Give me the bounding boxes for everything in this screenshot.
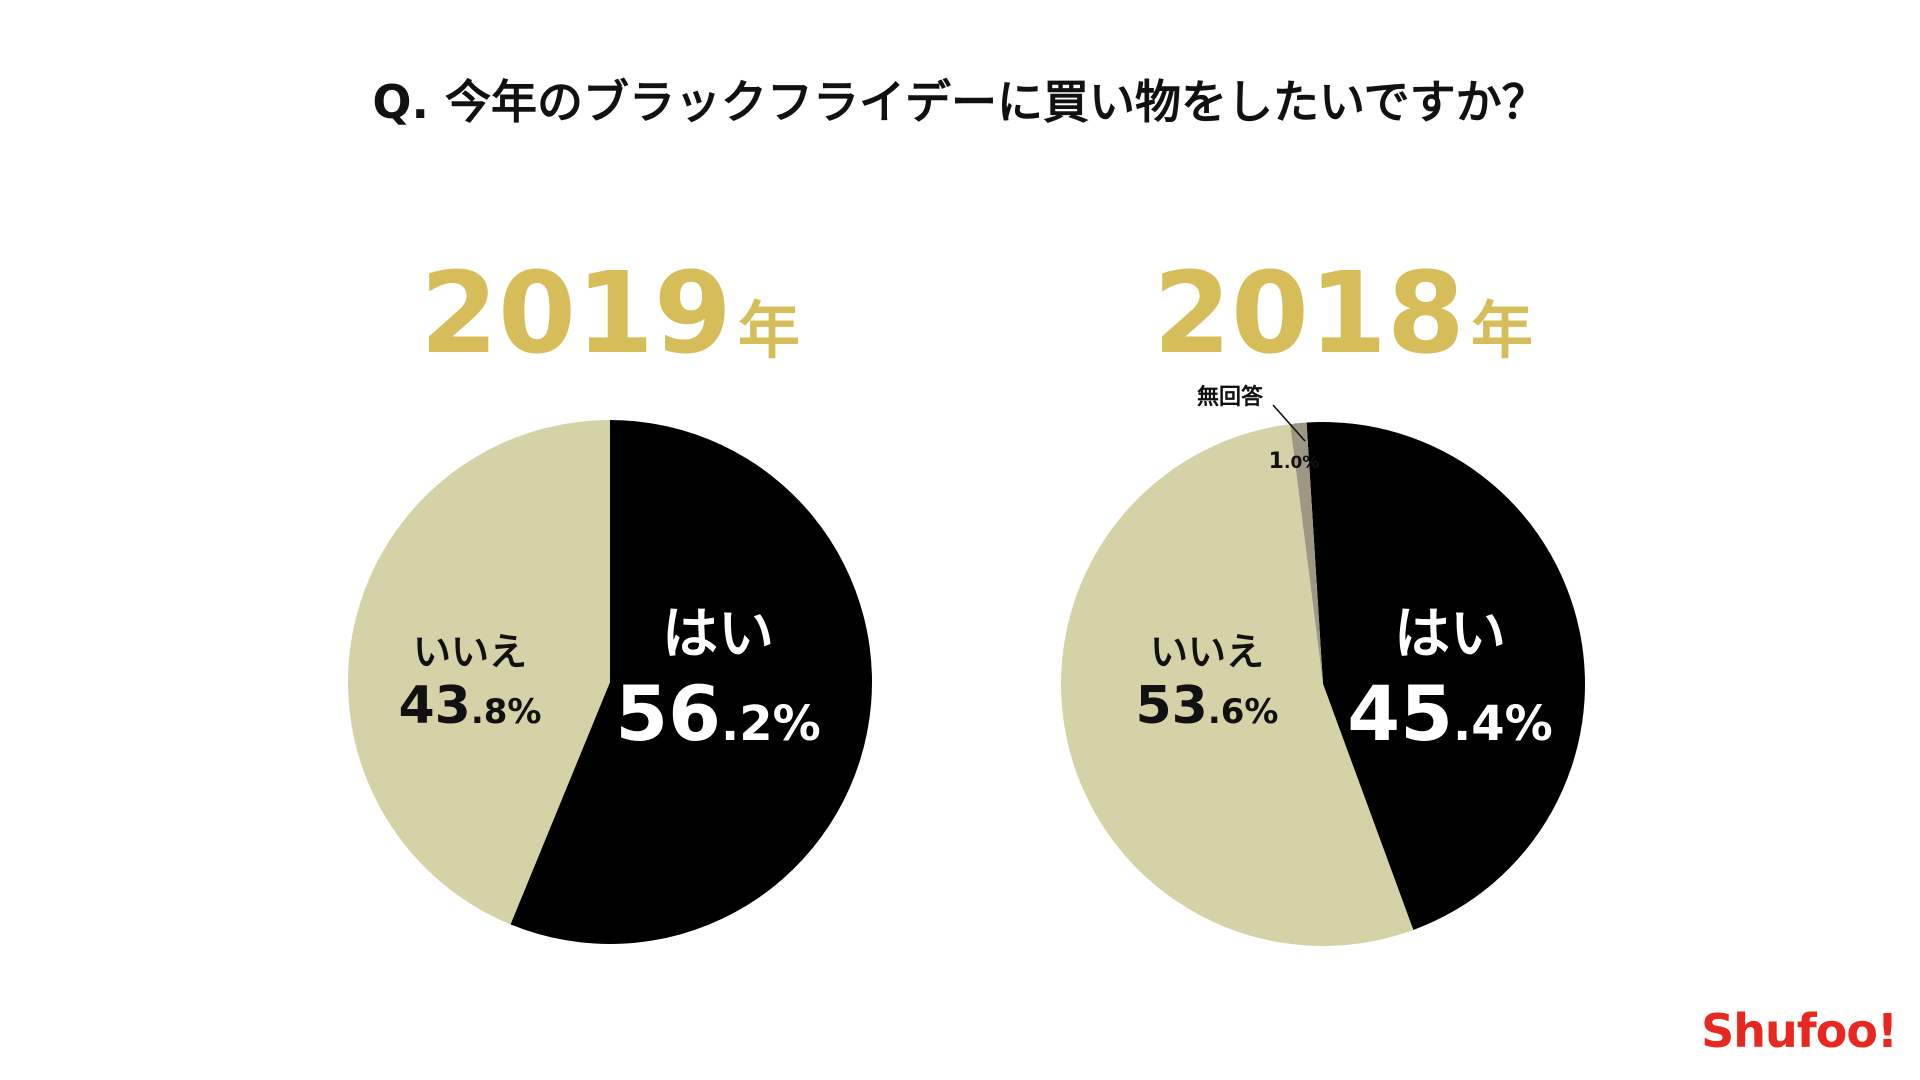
pie-2019-yes-label: はい [662,602,774,667]
pie-2018-no-value-int: 53 [1135,676,1207,736]
pie-2018-slice-2 [1290,422,1323,684]
pie-2019-slice-1 [348,420,610,925]
pie-2019-yes-value-int: 56 [615,669,721,758]
pie-2018 [1060,422,1586,947]
pie-2019-no-value: 43.8% [398,676,541,736]
pie-2018-slice-1 [1060,424,1414,947]
chart-2019-year-unit: 年 [738,294,800,367]
pie-2018-yes-label: はい [1394,602,1506,667]
pie-2018-noanswer-value-dec: .0% [1284,453,1319,473]
pie-2018-slice-0 [1306,422,1586,930]
pie-2018-yes-value-int: 45 [1347,669,1453,758]
chart-2018-year: 2018 [1153,249,1465,379]
pie-2018-no-value-dec: .6% [1208,692,1279,732]
shufoo-logo: Shufoo! [1701,1004,1897,1058]
pie-2018-no-value: 53.6% [1135,676,1278,736]
pie-2019-slice-0 [510,420,873,944]
chart-2018-year-unit: 年 [1471,294,1533,367]
pie-2019 [348,420,873,944]
pie-2018-noanswer-label: 無回答 [1197,384,1264,410]
pie-2018-noanswer-value-int: 1 [1269,449,1284,474]
pie-2019-yes-value: 56.2% [615,669,821,758]
pie-2018-yes-value: 45.4% [1347,669,1553,758]
pie-2018-noanswer-leader [1272,404,1306,442]
pie-2018-yes-value-dec: .4% [1453,696,1553,752]
pie-2019-yes-value-dec: .2% [721,696,821,752]
chart-2019-year: 2019 [420,249,732,379]
pie-2019-no-label: いいえ [413,630,527,674]
pie-2019-no-value-int: 43 [398,676,470,736]
pie-2018-noanswer-value: 1.0% [1269,449,1320,474]
chart-title: Q. 今年のブラックフライデーに買い物をしたいですか？ [372,75,1547,129]
pie-2018-no-label: いいえ [1150,630,1264,674]
pie-2019-no-value-dec: .8% [471,692,542,732]
chart-2018-heading: 2018年 [1153,249,1533,379]
chart-2019-heading: 2019年 [420,249,800,379]
